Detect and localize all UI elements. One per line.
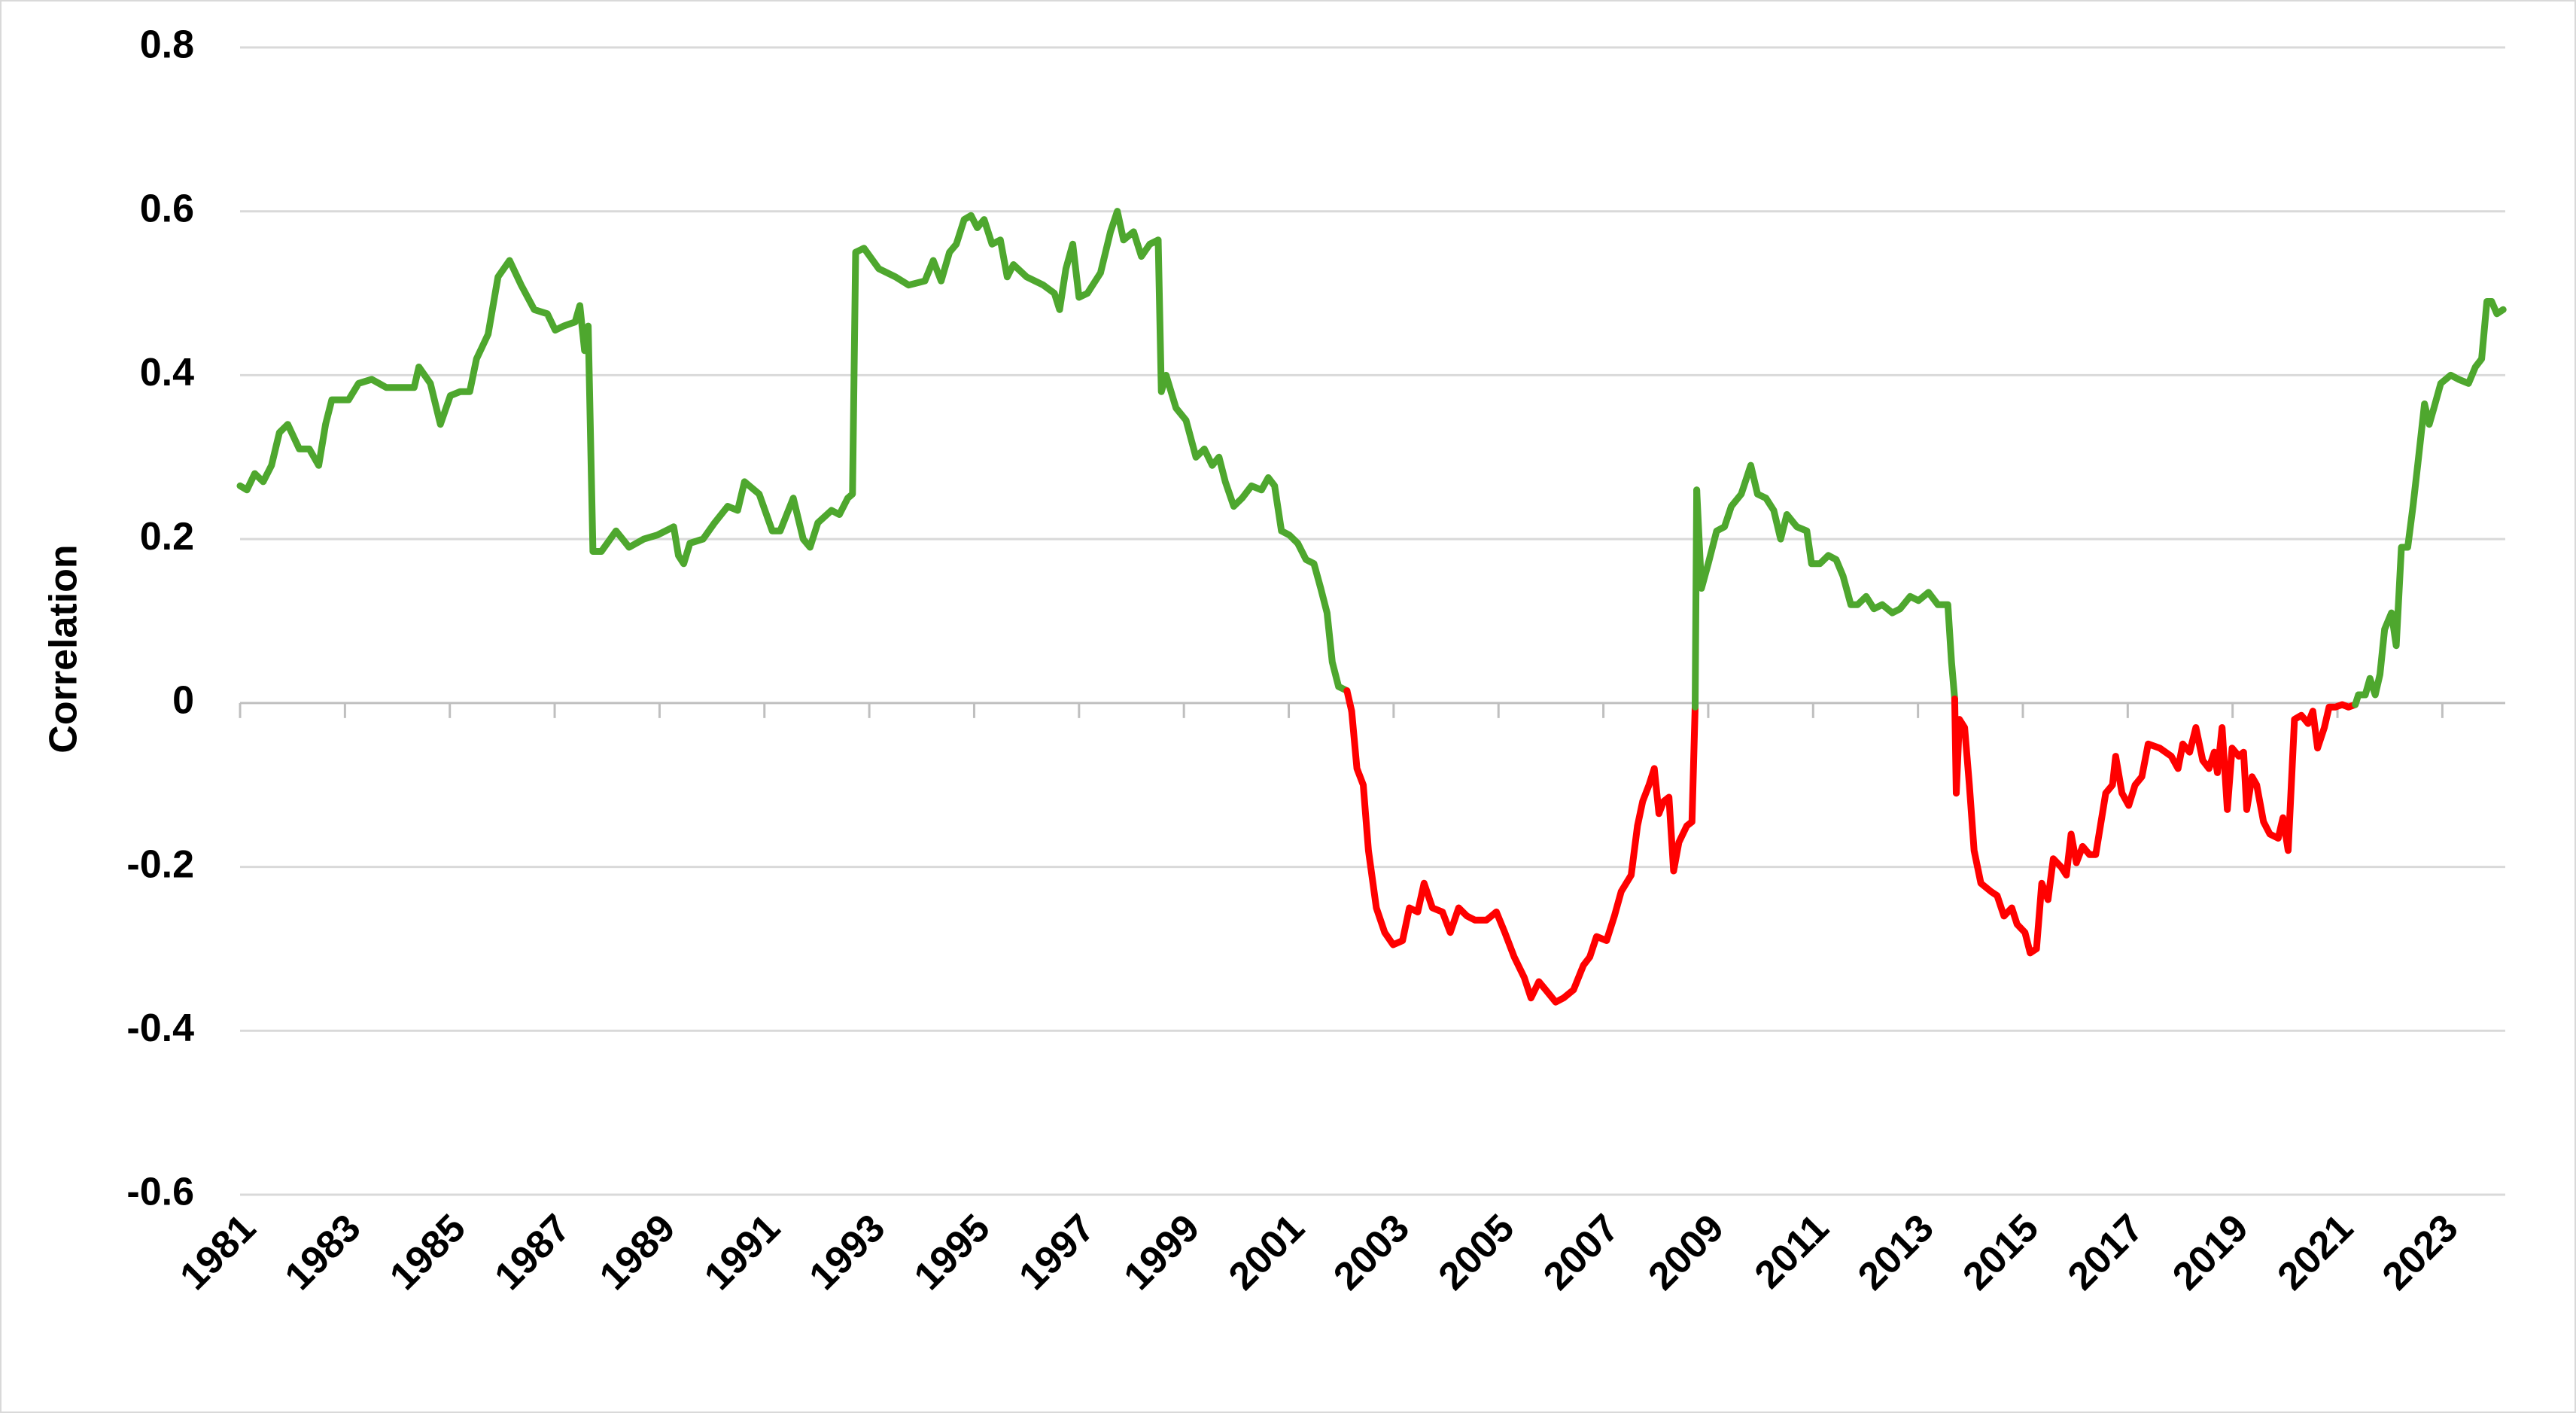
y-tick-label: 0.2 xyxy=(140,515,194,559)
y-tick-label: 0.6 xyxy=(140,187,194,230)
series-line xyxy=(1348,703,1699,1006)
y-tick-label: 0 xyxy=(172,679,194,723)
y-tick-label: -0.2 xyxy=(126,842,194,886)
series-line xyxy=(2355,298,2507,699)
y-tick-label: 0.8 xyxy=(140,23,194,67)
series-line xyxy=(1953,701,2359,957)
y-tick-label: -0.6 xyxy=(126,1171,194,1214)
line-join xyxy=(1343,687,1355,715)
series-line xyxy=(1693,461,1958,702)
y-tick-label: 0.4 xyxy=(140,351,194,394)
y-axis-title: Correlation xyxy=(42,544,86,753)
series-line xyxy=(236,208,1351,694)
y-tick-label: -0.4 xyxy=(126,1006,194,1050)
